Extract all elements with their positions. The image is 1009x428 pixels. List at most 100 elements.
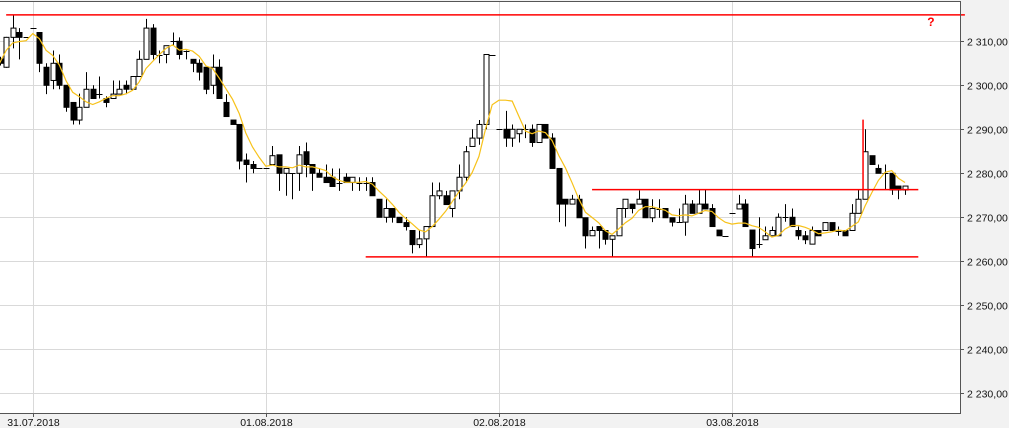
candle-body-down xyxy=(369,182,376,197)
candle xyxy=(223,94,230,118)
candle-body-down xyxy=(716,229,723,237)
candle xyxy=(203,66,210,95)
candle xyxy=(16,28,23,60)
candle-body-down xyxy=(216,66,223,100)
candle xyxy=(789,208,796,228)
candle xyxy=(542,123,549,139)
candle xyxy=(443,190,450,206)
candle xyxy=(303,142,310,178)
candle xyxy=(669,217,676,227)
candle xyxy=(143,18,150,60)
candle-body-down xyxy=(150,27,157,55)
candle-body-up xyxy=(83,88,90,108)
candle-body-up xyxy=(463,151,470,178)
candle xyxy=(323,164,330,184)
candle xyxy=(156,50,163,64)
y-tick-label: 2 250,00 xyxy=(967,301,1008,313)
candle-body-down xyxy=(789,216,796,228)
candle xyxy=(383,199,390,223)
candle-body-down xyxy=(443,195,450,206)
candle-body-down xyxy=(582,217,589,237)
candle xyxy=(562,198,569,227)
candle xyxy=(436,182,443,200)
candle-body-up xyxy=(423,226,430,240)
moving-average-line xyxy=(0,32,906,238)
candle xyxy=(276,154,283,191)
candle-body-down xyxy=(503,128,510,139)
candle xyxy=(529,124,536,147)
candle-body-up xyxy=(682,203,689,223)
candle-body-down xyxy=(223,101,230,118)
candle xyxy=(289,173,296,200)
candle-body-up xyxy=(449,190,456,209)
candle xyxy=(76,93,83,125)
candle xyxy=(416,230,423,249)
candle-body-up xyxy=(483,54,490,125)
y-tick-label: 2 290,00 xyxy=(967,125,1008,137)
candle-body-down xyxy=(303,151,310,166)
candle-body-up xyxy=(636,198,643,205)
candle-body-up xyxy=(143,27,150,60)
candle-body-down xyxy=(316,172,323,178)
candle xyxy=(616,208,623,237)
candle-body-down xyxy=(829,222,836,232)
candle xyxy=(516,128,523,143)
candle-body-up xyxy=(416,238,423,246)
candle-body-down xyxy=(176,40,183,55)
candle-body-down xyxy=(329,176,336,187)
candle xyxy=(822,222,829,232)
grid-lines xyxy=(0,1,960,413)
candle xyxy=(70,101,77,125)
candle xyxy=(243,153,250,183)
candle-body-down xyxy=(562,198,569,205)
candle xyxy=(123,80,130,95)
candle-body-down xyxy=(16,32,23,38)
candle xyxy=(369,177,376,197)
candle xyxy=(795,226,802,240)
candle xyxy=(170,32,177,46)
candle-body-down xyxy=(889,172,896,191)
candle xyxy=(90,85,97,100)
candle xyxy=(469,129,476,147)
candle xyxy=(116,80,123,95)
candle-body-down xyxy=(243,159,250,166)
candle xyxy=(835,226,842,236)
candle-body-down xyxy=(389,208,396,218)
candle-body-down xyxy=(689,203,696,214)
candle-body-down xyxy=(596,226,603,231)
x-tick-label: 01.08.2018 xyxy=(240,417,293,428)
candle xyxy=(396,216,403,224)
candle-body-down xyxy=(376,198,383,218)
candle xyxy=(802,230,809,245)
candle-body-down xyxy=(196,62,203,73)
candle xyxy=(56,54,63,90)
candle xyxy=(150,24,157,60)
candle xyxy=(283,167,290,196)
y-tick-label: 2 300,00 xyxy=(967,81,1008,93)
candle xyxy=(463,146,470,183)
candle-body-up xyxy=(649,208,656,219)
candle xyxy=(722,236,729,237)
candle-body-up xyxy=(269,155,276,165)
candle xyxy=(196,59,203,81)
candle xyxy=(296,146,303,191)
y-tick-label: 2 280,00 xyxy=(967,169,1008,181)
candle-body-up xyxy=(210,66,217,86)
candle xyxy=(716,229,723,237)
y-tick-label: 2 240,00 xyxy=(967,345,1008,357)
candle xyxy=(875,164,882,174)
y-tick-label: 2 270,00 xyxy=(967,213,1008,225)
candle-body-up xyxy=(616,208,623,237)
candle xyxy=(43,63,50,95)
candle-body-up xyxy=(769,230,776,237)
candles xyxy=(0,14,909,257)
candle xyxy=(689,200,696,214)
candle xyxy=(509,124,516,147)
candle-body-down xyxy=(396,216,403,224)
annotations xyxy=(6,14,965,258)
candle-body-up xyxy=(383,208,390,218)
x-tick-label: 31.07.2018 xyxy=(7,417,60,428)
candle-body-down xyxy=(702,203,709,210)
candle-body-down xyxy=(642,198,649,219)
